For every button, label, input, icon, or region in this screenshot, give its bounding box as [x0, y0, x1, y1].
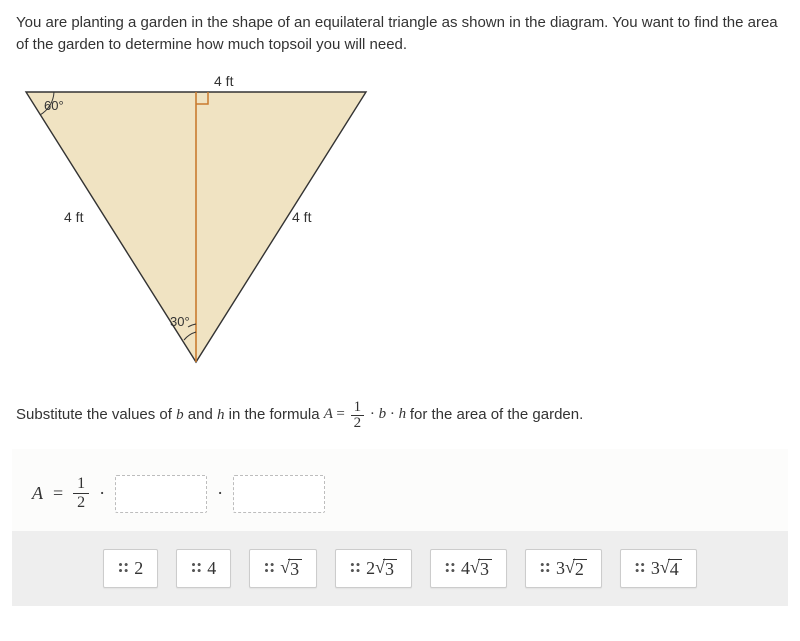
label-angle-30: 30° [170, 314, 190, 329]
instruction-text: Substitute the values of b and h in the … [16, 400, 784, 431]
drag-grip-icon [635, 562, 643, 574]
triangle-diagram: 4 ft 60° 4 ft 4 ft 30° [16, 72, 784, 376]
answer-tile-4[interactable]: 4√3 [430, 549, 507, 589]
answer-tile-1[interactable]: 4 [176, 549, 231, 589]
label-right-side: 4 ft [292, 209, 312, 225]
answer-tile-6[interactable]: 3√4 [620, 549, 697, 589]
drop-slot-b[interactable] [115, 475, 207, 513]
label-left-side: 4 ft [64, 209, 84, 225]
tile-content: 2√3 [366, 558, 397, 580]
drop-slot-h[interactable] [233, 475, 325, 513]
answer-tile-5[interactable]: 3√2 [525, 549, 602, 589]
tile-content: 4 [207, 558, 216, 579]
answer-tile-2[interactable]: √3 [249, 549, 317, 589]
label-top: 4 ft [214, 73, 234, 89]
equation-row: A = 1 2 · · [32, 475, 768, 513]
tile-content: 3√4 [651, 558, 682, 580]
one-half: 1 2 [73, 475, 89, 512]
question-text: You are planting a garden in the shape o… [16, 12, 784, 56]
label-angle-60: 60° [44, 98, 64, 113]
answer-tile-0[interactable]: 2 [103, 549, 158, 589]
tile-content: 4√3 [461, 558, 492, 580]
answer-tile-3[interactable]: 2√3 [335, 549, 412, 589]
equation-A: A [32, 483, 43, 504]
tile-content: 3√2 [556, 558, 587, 580]
tiles-row: 24√32√34√33√23√4 [12, 531, 788, 607]
tile-content: √3 [280, 558, 302, 580]
drag-grip-icon [540, 562, 548, 574]
tile-content: 2 [134, 558, 143, 579]
drag-grip-icon [264, 562, 272, 574]
dot-2: · [217, 483, 223, 504]
answer-area: A = 1 2 · · [12, 449, 788, 531]
equals-sign: = [53, 483, 63, 504]
drag-grip-icon [350, 562, 358, 574]
dot-1: · [99, 483, 105, 504]
drag-grip-icon [191, 562, 199, 574]
drag-grip-icon [445, 562, 453, 574]
drag-grip-icon [118, 562, 126, 574]
